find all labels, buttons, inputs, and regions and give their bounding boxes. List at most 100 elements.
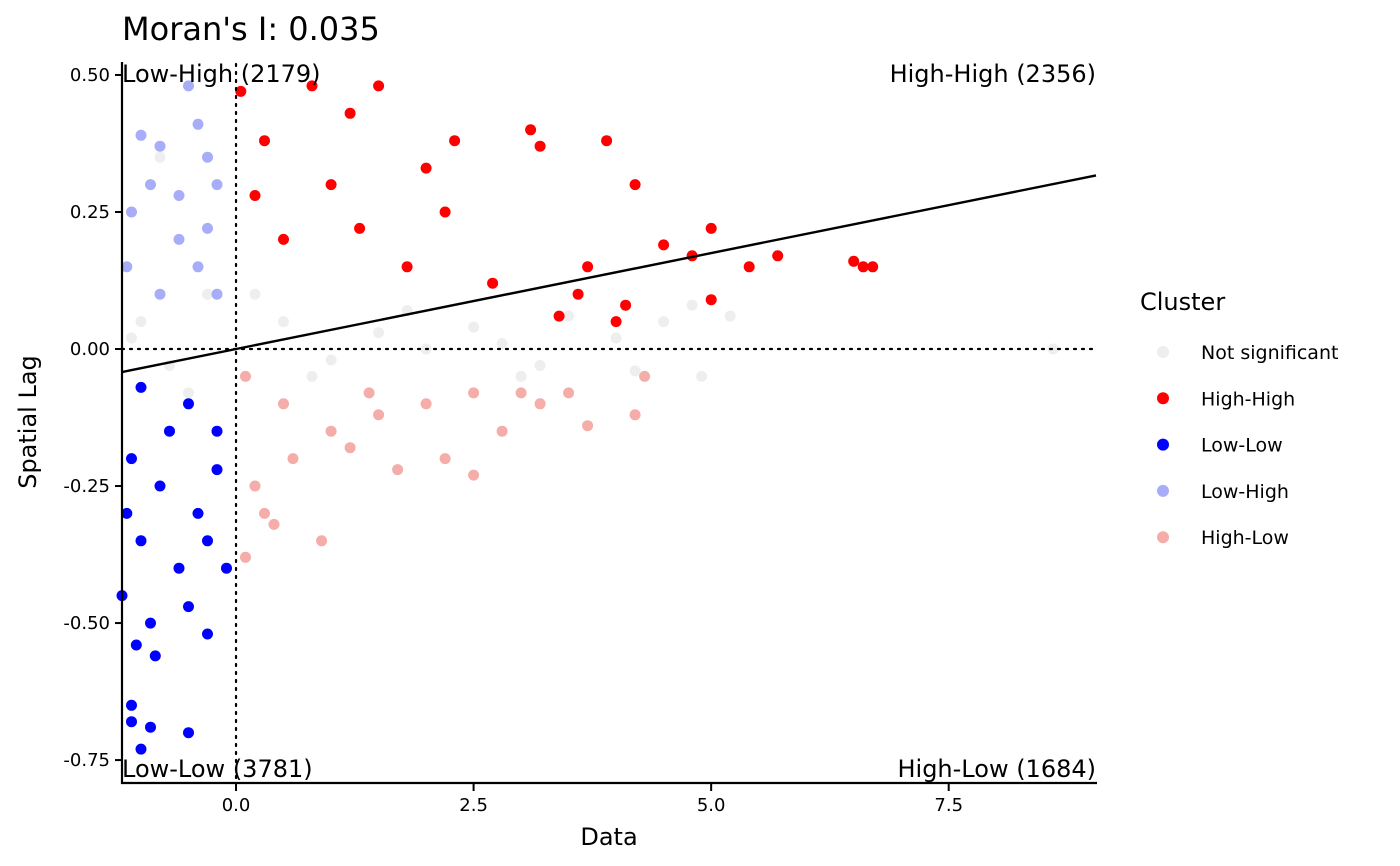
point-low-high xyxy=(192,261,204,273)
point-low-low xyxy=(126,716,137,728)
y-tick-label: 0.00 xyxy=(70,339,110,360)
point-low-high xyxy=(192,118,204,130)
point-low-low xyxy=(211,464,223,476)
point-low-high xyxy=(202,151,213,163)
legend-title: Cluster xyxy=(1140,288,1225,316)
point-low-high xyxy=(126,206,137,218)
point-high-high xyxy=(743,261,755,273)
point-high-low xyxy=(392,464,404,476)
point-low-low xyxy=(135,535,147,547)
legend-key xyxy=(1157,531,1169,544)
point-high-low xyxy=(259,507,270,519)
points-layer xyxy=(116,80,1059,755)
point-low-low xyxy=(211,425,223,437)
point-low-low xyxy=(183,398,194,410)
point-not-significant xyxy=(202,288,213,300)
point-low-low xyxy=(145,721,156,733)
point-high-low xyxy=(249,480,261,492)
point-high-low xyxy=(563,387,575,399)
point-high-high xyxy=(344,107,356,119)
point-high-high xyxy=(629,179,641,191)
point-high-high xyxy=(449,135,461,147)
point-low-low xyxy=(130,639,142,651)
point-high-high xyxy=(439,206,451,218)
point-high-low xyxy=(240,370,251,382)
point-high-low xyxy=(363,387,375,399)
point-not-significant xyxy=(249,288,261,300)
point-high-low xyxy=(534,398,546,410)
point-high-low xyxy=(316,535,328,547)
point-high-high xyxy=(705,294,717,306)
x-tick-label: 0.0 xyxy=(222,795,251,816)
point-low-low xyxy=(164,425,175,437)
point-high-low xyxy=(582,420,594,432)
point-high-high xyxy=(534,140,546,152)
point-low-high xyxy=(211,288,223,300)
point-not-significant xyxy=(563,310,575,322)
point-high-high xyxy=(582,261,594,273)
quadrant-label-high-low: High-Low (1684) xyxy=(897,755,1096,783)
point-high-low xyxy=(639,370,651,382)
legend-label: Low-Low xyxy=(1201,435,1283,457)
point-high-high xyxy=(772,250,784,262)
point-low-low xyxy=(135,381,147,393)
point-high-low xyxy=(325,425,337,437)
regression-line xyxy=(121,174,1097,374)
point-not-significant xyxy=(496,338,508,349)
y-tick-label: -0.75 xyxy=(63,750,110,771)
point-not-significant xyxy=(629,365,641,377)
point-not-significant xyxy=(515,370,527,382)
x-tick-label: 5.0 xyxy=(697,795,726,816)
quadrant-label-low-high: Low-High (2179) xyxy=(122,60,321,88)
legend-key xyxy=(1157,392,1169,405)
point-low-low xyxy=(135,743,147,755)
point-not-significant xyxy=(325,354,337,366)
point-high-high xyxy=(306,80,318,92)
point-not-significant xyxy=(658,316,670,328)
legend-key xyxy=(1157,346,1169,358)
point-high-high xyxy=(278,233,289,245)
plot-area xyxy=(116,62,1098,784)
x-axis-title: Data xyxy=(580,823,637,851)
point-low-low xyxy=(126,699,137,711)
point-high-low xyxy=(468,387,480,399)
point-not-significant xyxy=(183,387,194,399)
point-low-high xyxy=(121,261,133,273)
point-high-high xyxy=(553,310,565,322)
point-not-significant xyxy=(696,370,708,382)
y-tick-label: -0.50 xyxy=(63,613,110,634)
point-high-low xyxy=(629,409,641,421)
point-high-low xyxy=(515,387,527,399)
legend-key xyxy=(1157,438,1169,451)
point-low-high xyxy=(173,190,185,201)
point-low-high xyxy=(211,179,223,191)
point-high-low xyxy=(287,453,299,465)
legend-label: High-Low xyxy=(1201,527,1289,549)
point-not-significant xyxy=(724,310,736,322)
legend-label: High-High xyxy=(1201,388,1295,410)
chart-title: Moran's I: 0.035 xyxy=(122,10,380,48)
point-high-low xyxy=(278,398,289,410)
point-not-significant xyxy=(278,316,289,328)
point-low-high xyxy=(154,288,166,300)
y-tick-label: -0.25 xyxy=(63,476,110,497)
quadrant-label-high-high: High-High (2356) xyxy=(890,60,1096,88)
point-low-low xyxy=(202,535,213,547)
point-high-low xyxy=(468,469,480,481)
y-axis-ticks: 0.50 0.25 0.00 -0.25 -0.50 -0.75 xyxy=(63,65,122,771)
point-low-high xyxy=(183,80,194,92)
point-not-significant xyxy=(306,370,318,382)
point-not-significant xyxy=(686,299,698,311)
point-high-low xyxy=(496,425,508,437)
legend: Cluster Not significant High-High Low-Low L… xyxy=(1140,288,1338,549)
point-low-low xyxy=(183,727,194,739)
point-high-high xyxy=(487,277,499,289)
point-high-high xyxy=(354,222,366,234)
point-high-low xyxy=(344,442,356,454)
point-high-high xyxy=(525,124,537,136)
x-tick-label: 7.5 xyxy=(934,795,963,816)
point-low-low xyxy=(145,617,156,629)
point-low-high xyxy=(154,140,166,152)
x-axis-ticks: 0.0 2.5 5.0 7.5 xyxy=(222,784,963,816)
point-high-low xyxy=(420,398,432,410)
